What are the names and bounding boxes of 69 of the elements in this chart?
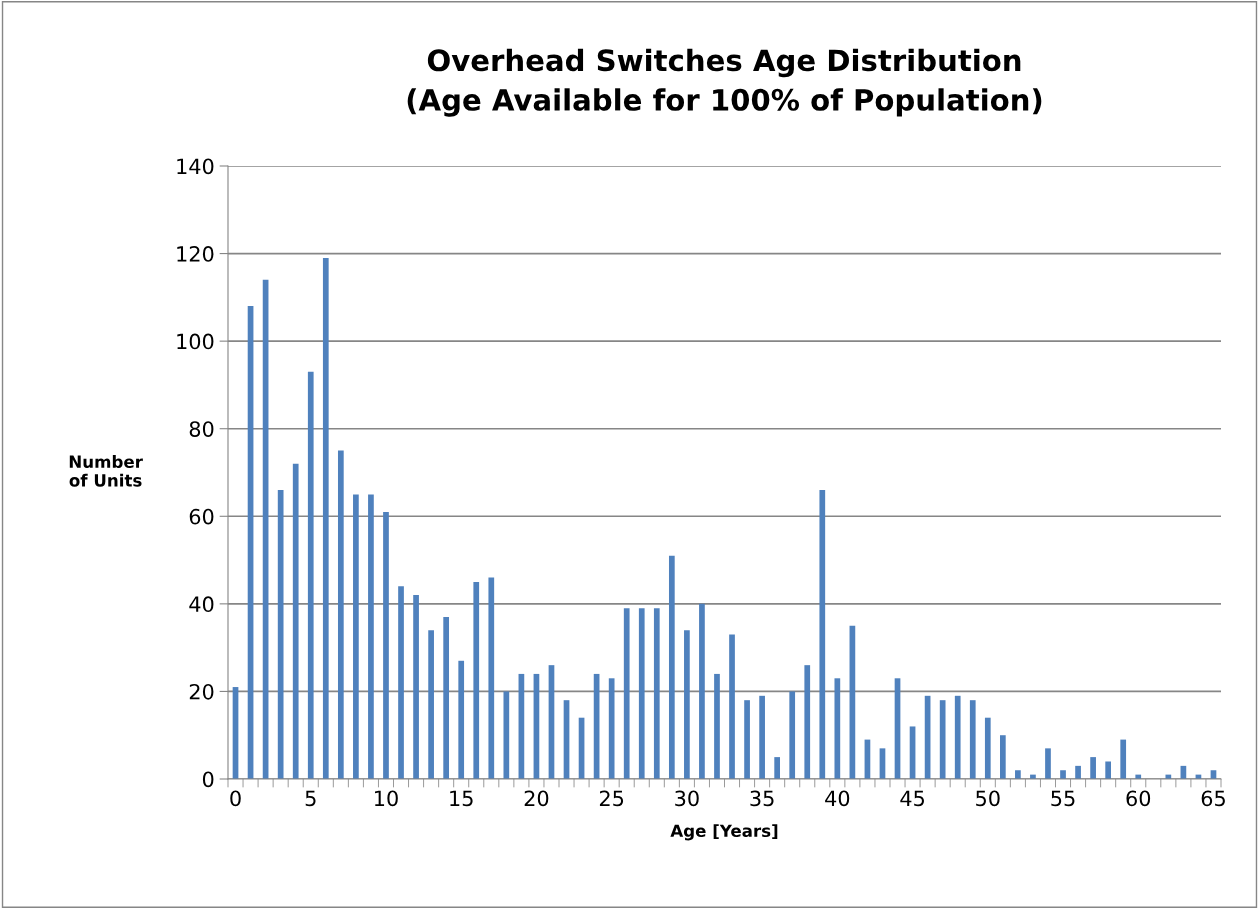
y-tick-label: 80 [189, 421, 214, 437]
bar [307, 371, 314, 779]
bar [759, 695, 765, 779]
bar [353, 494, 359, 779]
bar [368, 494, 374, 779]
bar [969, 700, 976, 779]
bar [398, 586, 404, 779]
bar [699, 603, 705, 779]
x-tick-label: 10 [375, 790, 398, 807]
bar [322, 257, 329, 779]
bar [638, 608, 645, 779]
x-tick-label: 20 [524, 790, 549, 807]
bar [428, 630, 434, 779]
x-tick-label: 25 [599, 790, 624, 807]
bar [458, 660, 465, 779]
y-tick-label: 40 [189, 596, 214, 613]
chart-title: Overhead Switches Age Distribution (Age Available for 100% of Population) [407, 48, 1042, 117]
bar [337, 450, 344, 779]
bar [1120, 739, 1127, 779]
x-tick-label: 30 [675, 790, 699, 807]
x-tick-label: 60 [1126, 790, 1151, 807]
bar [804, 665, 811, 779]
bar [774, 757, 781, 779]
bar [488, 577, 495, 779]
x-tick-label: 50 [976, 790, 1000, 807]
bar [684, 630, 690, 779]
bar [1090, 757, 1096, 779]
x-tick-label: 5 [305, 790, 316, 807]
bar [653, 608, 660, 779]
y-tick-label: 20 [189, 683, 214, 700]
bar [413, 595, 419, 779]
x-tick-label: 55 [1051, 790, 1075, 807]
bar [383, 511, 389, 779]
bar [984, 717, 991, 779]
bar [939, 700, 946, 779]
bar [277, 490, 284, 779]
x-tick-label: 15 [450, 790, 473, 807]
y-tick-label: 100 [177, 333, 214, 350]
x-tick-label: 40 [825, 790, 850, 807]
bar [292, 463, 299, 779]
bar [1105, 761, 1112, 779]
bar [443, 616, 450, 779]
bar [789, 691, 796, 779]
bar [729, 634, 735, 779]
bar [1075, 765, 1081, 779]
y-tick-label: 140 [177, 158, 214, 175]
y-tick-label: 120 [177, 246, 214, 262]
bar [1015, 770, 1021, 779]
x-tick-label: 45 [900, 790, 924, 807]
bar [834, 678, 841, 779]
bar [473, 581, 480, 779]
x-tick-label: 0 [230, 790, 241, 807]
bar [668, 555, 675, 779]
bar [503, 691, 510, 779]
bar [714, 673, 720, 779]
bar [1060, 770, 1066, 779]
bar [954, 695, 961, 779]
bar [819, 490, 826, 779]
bar [999, 735, 1006, 779]
x-tick-label: 35 [750, 790, 774, 807]
y-axis-title: Number of Units [69, 455, 143, 487]
y-tick-label: 0 [202, 771, 214, 788]
x-axis-title: Age [Years] [670, 824, 778, 841]
bar [608, 678, 615, 779]
bar [744, 700, 750, 779]
y-tick-label: 60 [189, 508, 214, 525]
x-tick-label: 65 [1201, 790, 1225, 807]
bar [623, 608, 630, 779]
bar [1045, 748, 1051, 779]
